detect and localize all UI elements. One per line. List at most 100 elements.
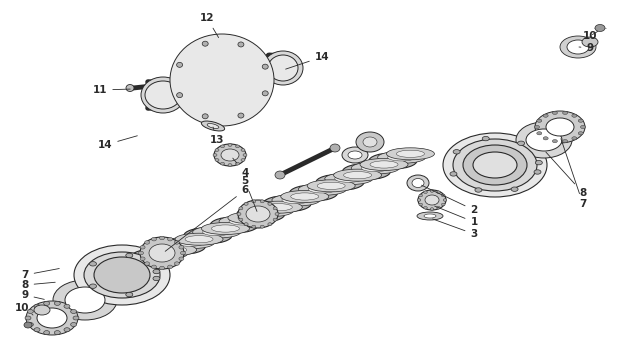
Ellipse shape (70, 309, 77, 313)
Ellipse shape (335, 175, 363, 182)
Ellipse shape (151, 237, 156, 241)
Ellipse shape (578, 119, 583, 122)
Ellipse shape (361, 165, 389, 172)
Ellipse shape (131, 249, 179, 265)
Text: 8: 8 (22, 280, 55, 290)
Ellipse shape (252, 225, 256, 228)
Ellipse shape (141, 77, 185, 113)
Ellipse shape (194, 231, 222, 240)
Ellipse shape (202, 65, 242, 95)
Ellipse shape (543, 137, 548, 140)
Ellipse shape (44, 330, 49, 335)
Ellipse shape (370, 161, 398, 168)
Ellipse shape (265, 204, 292, 211)
Ellipse shape (221, 162, 224, 165)
Ellipse shape (179, 245, 184, 249)
Ellipse shape (396, 150, 425, 157)
Ellipse shape (167, 265, 172, 269)
Ellipse shape (34, 305, 50, 315)
Ellipse shape (145, 81, 181, 109)
Ellipse shape (268, 55, 298, 81)
Ellipse shape (24, 322, 32, 328)
Ellipse shape (325, 173, 373, 185)
Ellipse shape (443, 199, 447, 201)
Ellipse shape (290, 193, 319, 200)
Ellipse shape (300, 188, 328, 198)
Ellipse shape (180, 251, 185, 255)
Ellipse shape (126, 292, 133, 297)
Ellipse shape (238, 113, 244, 118)
Ellipse shape (273, 218, 277, 221)
Ellipse shape (201, 121, 224, 131)
Ellipse shape (572, 137, 577, 140)
Ellipse shape (424, 214, 436, 218)
Ellipse shape (578, 132, 583, 135)
Ellipse shape (562, 111, 567, 115)
Ellipse shape (273, 199, 301, 208)
Ellipse shape (73, 316, 79, 320)
Ellipse shape (425, 195, 439, 205)
Ellipse shape (54, 301, 61, 305)
Ellipse shape (317, 182, 345, 189)
Ellipse shape (70, 323, 77, 326)
Ellipse shape (235, 162, 240, 165)
Ellipse shape (348, 151, 362, 159)
Ellipse shape (167, 237, 172, 241)
Text: 1: 1 (434, 206, 478, 227)
Ellipse shape (290, 185, 337, 201)
Ellipse shape (535, 111, 585, 143)
Ellipse shape (281, 190, 329, 203)
Ellipse shape (243, 154, 247, 156)
Ellipse shape (595, 24, 605, 32)
Ellipse shape (255, 201, 302, 213)
Ellipse shape (430, 190, 434, 192)
Ellipse shape (379, 156, 407, 166)
Ellipse shape (159, 246, 187, 254)
Ellipse shape (441, 203, 445, 206)
Ellipse shape (356, 132, 384, 152)
Ellipse shape (145, 241, 150, 244)
Ellipse shape (326, 177, 354, 187)
Ellipse shape (219, 216, 267, 227)
Ellipse shape (275, 171, 285, 179)
Ellipse shape (27, 309, 33, 313)
Ellipse shape (244, 202, 248, 205)
Ellipse shape (463, 145, 527, 185)
Ellipse shape (141, 252, 169, 262)
Ellipse shape (202, 41, 208, 46)
Ellipse shape (535, 160, 543, 165)
Ellipse shape (334, 169, 381, 181)
Ellipse shape (140, 257, 145, 260)
Ellipse shape (342, 164, 391, 180)
Ellipse shape (430, 208, 434, 210)
Ellipse shape (238, 214, 266, 221)
Text: 12: 12 (200, 13, 219, 38)
Ellipse shape (126, 85, 134, 91)
Ellipse shape (378, 151, 426, 163)
Ellipse shape (526, 129, 562, 151)
Text: 2: 2 (421, 185, 478, 215)
Ellipse shape (221, 149, 239, 161)
Ellipse shape (567, 40, 589, 54)
Ellipse shape (27, 323, 33, 326)
Text: 3: 3 (433, 219, 478, 239)
Ellipse shape (535, 125, 540, 129)
Ellipse shape (238, 42, 244, 47)
Ellipse shape (534, 170, 541, 174)
Ellipse shape (275, 212, 279, 216)
Text: 6: 6 (165, 185, 248, 251)
Ellipse shape (268, 223, 272, 226)
Text: 10: 10 (15, 303, 33, 315)
Ellipse shape (170, 34, 274, 126)
Ellipse shape (247, 209, 274, 219)
Ellipse shape (210, 217, 258, 233)
Ellipse shape (177, 62, 182, 67)
Ellipse shape (273, 207, 277, 210)
Ellipse shape (140, 237, 184, 269)
Ellipse shape (437, 206, 440, 209)
Ellipse shape (262, 91, 268, 96)
Ellipse shape (94, 257, 150, 293)
Ellipse shape (34, 304, 40, 308)
Ellipse shape (84, 252, 160, 298)
Ellipse shape (268, 202, 272, 205)
